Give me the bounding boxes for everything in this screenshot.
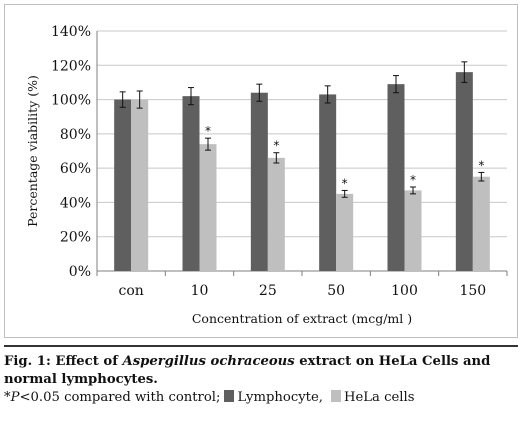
caption-text-pre: Effect of xyxy=(50,354,123,369)
significance-marker: * xyxy=(205,124,211,138)
x-tick-label: con xyxy=(119,283,144,299)
significance-marker: * xyxy=(273,139,279,153)
x-axis-title: Concentration of extract (mcg/ml ) xyxy=(192,311,412,326)
significance-marker: * xyxy=(410,173,416,187)
y-tick-label: 120% xyxy=(51,58,91,74)
x-tick-label: 25 xyxy=(259,283,277,299)
caption-line-2: normal lymphocytes. xyxy=(4,372,158,387)
caption-line-3: *P<0.05 compared with control; Lymphocyte… xyxy=(4,389,520,407)
legend-hela: HeLa cells xyxy=(343,390,415,405)
footnote-p: P xyxy=(10,390,20,405)
fig-label: Fig. 1: xyxy=(4,354,51,369)
y-axis-title: Percentage viability (%) xyxy=(25,75,40,227)
figure-caption: Fig. 1: Effect of Aspergillus ochraceous… xyxy=(4,353,520,407)
y-tick-label: 80% xyxy=(60,127,91,143)
x-tick-label: 50 xyxy=(327,283,345,299)
species-name: Aspergillus ochraceous xyxy=(122,354,295,369)
legend-lymphocyte: Lymphocyte, xyxy=(237,390,323,405)
lymphocyte-bar xyxy=(182,96,200,272)
hela-bar xyxy=(336,193,354,271)
lymphocyte-bar xyxy=(114,99,132,271)
significance-marker: * xyxy=(478,158,484,172)
lymphocyte-bar xyxy=(387,84,405,272)
hela-swatch xyxy=(330,390,341,402)
hela-bar xyxy=(267,157,285,271)
lymphocyte-bar xyxy=(319,94,337,271)
x-tick-label: 100 xyxy=(391,283,418,299)
caption-text-post: extract on HeLa Cells and xyxy=(294,354,491,369)
y-tick-label: 140% xyxy=(51,24,91,40)
caption-line-1: Fig. 1: Effect of Aspergillus ochraceous… xyxy=(4,353,520,371)
x-tick-label: 150 xyxy=(459,283,486,299)
y-tick-label: 60% xyxy=(60,161,91,177)
caption-divider xyxy=(4,345,518,347)
y-tick-label: 100% xyxy=(51,93,91,109)
lymphocyte-bar xyxy=(250,92,268,271)
y-tick-label: 40% xyxy=(60,195,91,211)
footnote-star: * xyxy=(4,390,11,405)
hela-bar xyxy=(199,144,217,271)
hela-bar xyxy=(472,176,490,271)
lymphocyte-swatch xyxy=(224,390,235,402)
hela-bar xyxy=(404,190,422,271)
bar-chart: 0% 20% 40% 60% 80% 100% 120% 140% con * 10 * 25 * 50 * 1… xyxy=(25,24,508,326)
hela-bar xyxy=(131,99,149,271)
lymphocyte-bar xyxy=(455,72,473,272)
y-tick-label: 20% xyxy=(60,230,91,246)
footnote-text: <0.05 compared with control; xyxy=(19,390,221,405)
chart-frame: 0% 20% 40% 60% 80% 100% 120% 140% con * 10 * 25 * 50 * 1… xyxy=(4,4,518,338)
significance-marker: * xyxy=(342,176,348,190)
y-tick-label: 0% xyxy=(69,264,91,280)
x-tick-label: 10 xyxy=(191,283,209,299)
